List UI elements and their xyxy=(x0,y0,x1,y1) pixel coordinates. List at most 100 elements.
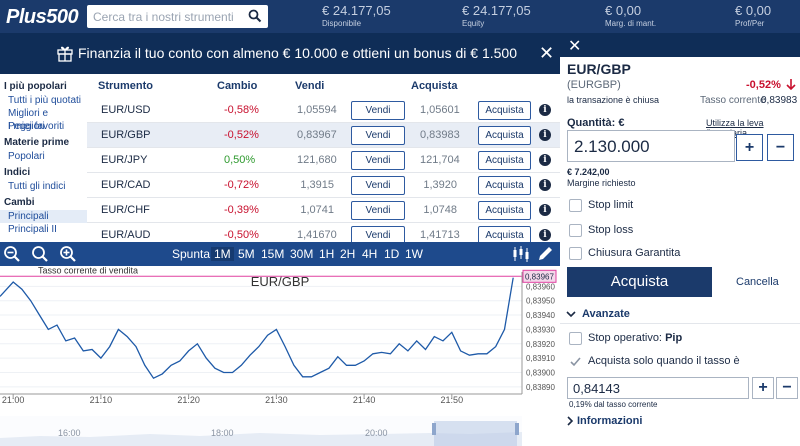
trigger-rate-input[interactable]: 0,84143 xyxy=(567,377,749,399)
cancel-button[interactable]: Cancella xyxy=(736,276,779,288)
change-value: -0,50% xyxy=(224,229,259,241)
stop-operative-checkbox[interactable] xyxy=(569,332,582,345)
market-status: la transazione è chiusa xyxy=(567,95,660,105)
timeframe-1h[interactable]: 1H xyxy=(319,247,335,261)
instrument-symbol: EUR/GBP xyxy=(101,129,151,141)
table-row[interactable]: EUR/CHF -0,39% 1,0741 Vendi 1,0748 Acqui… xyxy=(87,198,560,223)
info-icon[interactable]: i xyxy=(539,204,551,216)
instruments-table: Strumento Cambio Vendi Acquista EUR/USD … xyxy=(87,74,560,242)
info-icon[interactable]: i xyxy=(539,229,551,241)
info-icon[interactable]: i xyxy=(539,179,551,191)
close-banner-icon[interactable]: ✕ xyxy=(539,43,555,63)
increase-rate-button[interactable]: + xyxy=(752,377,774,399)
buy-button[interactable]: Acquista xyxy=(478,101,531,120)
trade-panel: ✕ EUR/GBP (EURGBP) -0,52% la transazione… xyxy=(560,33,800,446)
x-axis-ticks: 21:00 21:10 21:20 21:30 21:40 21:50 xyxy=(2,394,463,405)
chevron-right-icon[interactable] xyxy=(566,416,574,426)
sidebar-item-majors[interactable]: Principali xyxy=(0,210,87,223)
header-buy[interactable]: Acquista xyxy=(411,80,458,92)
info-icon[interactable]: i xyxy=(539,104,551,116)
navigator-left-handle[interactable] xyxy=(432,423,436,435)
sell-button[interactable]: Vendi xyxy=(351,176,405,195)
sidebar-item-popular-commodities[interactable]: Popolari xyxy=(8,151,45,162)
profit-loss-label: Prof/Per xyxy=(735,19,765,28)
buy-button[interactable]: Acquista xyxy=(478,201,531,220)
sidebar-item-best-worst[interactable]: Migliori e Peggiori xyxy=(8,108,49,132)
search-icon[interactable] xyxy=(248,9,262,23)
table-row[interactable]: EUR/USD -0,58% 1,05594 Vendi 1,05601 Acq… xyxy=(87,98,560,123)
timeframe-2h[interactable]: 2H xyxy=(340,247,356,261)
timeframe-tick[interactable]: Spunta xyxy=(172,247,211,261)
sell-button[interactable]: Vendi xyxy=(351,226,405,242)
quantity-value: 2.130.000 xyxy=(574,137,650,156)
price-chart[interactable]: EUR/GBP Tasso corrente di vendita 0,8396… xyxy=(0,266,560,446)
stop-limit-checkbox[interactable] xyxy=(569,199,582,212)
sidebar-heading-commodities: Materie prime xyxy=(4,137,70,148)
navigator-series xyxy=(0,432,522,446)
info-icon[interactable]: i xyxy=(539,129,551,141)
zoom-reset-icon[interactable] xyxy=(31,245,49,263)
sidebar-heading-popular: I più popolari xyxy=(4,81,67,92)
zoom-out-icon[interactable] xyxy=(3,245,21,263)
timeframe-1d[interactable]: 1D xyxy=(384,247,400,261)
sidebar-item-all-indices[interactable]: Tutti gli indici xyxy=(8,181,66,192)
available-label: Disponibile xyxy=(322,19,362,28)
buy-button[interactable]: Acquista xyxy=(478,126,531,145)
buy-button[interactable]: Acquista xyxy=(478,151,531,170)
y-axis-ticks: 0,83960 0,83950 0,83940 0,83930 0,83920 0,839… xyxy=(526,282,555,391)
sidebar-item-favorites[interactable]: I miei favoriti xyxy=(8,121,65,132)
sell-button[interactable]: Vendi xyxy=(351,126,405,145)
sell-button[interactable]: Vendi xyxy=(351,201,405,220)
sell-price: 0,83967 xyxy=(297,129,337,141)
information-section-toggle[interactable]: Informazioni xyxy=(577,415,643,427)
header-instrument[interactable]: Strumento xyxy=(98,80,153,92)
quantity-input[interactable]: 2.130.000 xyxy=(567,130,735,162)
timeframe-4h[interactable]: 4H xyxy=(362,247,378,261)
guaranteed-close-checkbox[interactable] xyxy=(569,247,582,260)
decrease-rate-button[interactable]: − xyxy=(776,377,798,399)
sidebar-item-majors-2[interactable]: Principali II xyxy=(8,224,57,235)
buy-button[interactable]: Acquista xyxy=(567,267,712,297)
table-row[interactable]: EUR/AUD -0,50% 1,41670 Vendi 1,41713 Acq… xyxy=(87,223,560,242)
timeframe-15m[interactable]: 15M xyxy=(261,247,285,261)
rate-distance-note: 0,19% dal tasso corrente xyxy=(569,400,658,409)
header-sell[interactable]: Vendi xyxy=(295,80,325,92)
close-panel-icon[interactable]: ✕ xyxy=(568,38,582,55)
buy-button[interactable]: Acquista xyxy=(478,176,531,195)
search-input[interactable] xyxy=(93,8,243,25)
instrument-symbol: EUR/CAD xyxy=(101,179,151,191)
search-box[interactable] xyxy=(87,5,268,28)
increase-quantity-button[interactable]: + xyxy=(736,134,763,161)
equity-label: Equity xyxy=(462,19,485,28)
instrument-symbol: EUR/AUD xyxy=(101,229,151,241)
pencil-icon[interactable] xyxy=(536,245,554,263)
table-row[interactable]: EUR/JPY 0,50% 121,680 Vendi 121,704 Acqu… xyxy=(87,148,560,173)
decrease-quantity-button[interactable]: − xyxy=(767,134,794,161)
table-row[interactable]: EUR/GBP -0,52% 0,83967 Vendi 0,83983 Acq… xyxy=(87,123,560,148)
sell-button[interactable]: Vendi xyxy=(351,151,405,170)
timeframe-30m[interactable]: 30M xyxy=(290,247,314,261)
profit-loss-stat: € 0,00 Prof/Per xyxy=(735,3,771,28)
zoom-in-icon[interactable] xyxy=(59,245,77,263)
x-tick-label: 21:20 xyxy=(177,395,200,405)
navigator-right-handle[interactable] xyxy=(515,423,519,435)
header-change[interactable]: Cambio xyxy=(217,80,258,92)
sell-button[interactable]: Vendi xyxy=(351,101,405,120)
sidebar-item-most-traded[interactable]: Tutti i più quotati xyxy=(8,95,82,106)
timeframe-1m[interactable]: 1M xyxy=(211,247,234,261)
category-sidebar: I più popolari Tutti i più quotati Migli… xyxy=(0,74,87,242)
info-icon[interactable]: i xyxy=(539,154,551,166)
timeframe-1w[interactable]: 1W xyxy=(405,247,423,261)
table-row[interactable]: EUR/CAD -0,72% 1,3915 Vendi 1,3920 Acqui… xyxy=(87,173,560,198)
timeframe-5m[interactable]: 5M xyxy=(238,247,255,261)
stop-loss-checkbox[interactable] xyxy=(569,224,582,237)
advanced-section-toggle[interactable]: Avanzate xyxy=(582,308,630,320)
stop-operative-label: Stop operativo: Pip xyxy=(588,332,682,344)
chevron-down-icon[interactable] xyxy=(566,310,576,318)
plus500-logo[interactable]: Plus500 xyxy=(6,6,79,28)
navigator-window[interactable] xyxy=(434,421,517,446)
checkmark-icon[interactable] xyxy=(569,355,582,368)
available-value: € 24.177,05 xyxy=(322,3,391,18)
buy-button[interactable]: Acquista xyxy=(478,226,531,242)
chart-type-icon[interactable] xyxy=(512,245,530,263)
